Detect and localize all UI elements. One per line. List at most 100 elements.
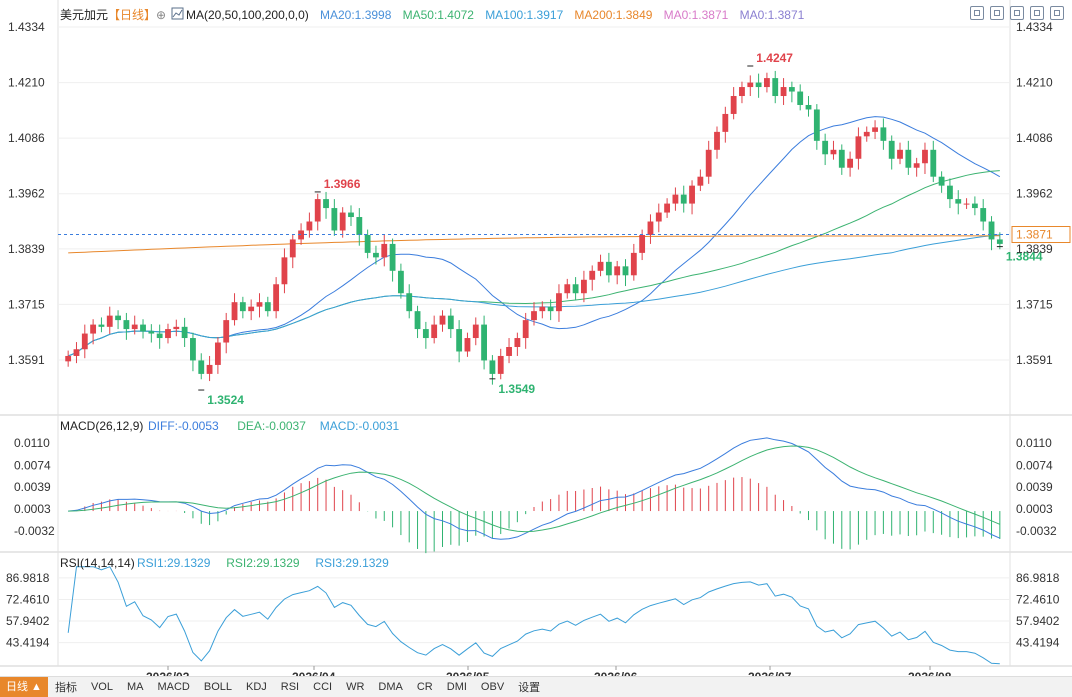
toolbar-item[interactable]: WR [346,681,365,693]
bottom-toolbar: 日线 ▲ 指标 VOL MA MACD BOLL KDJ RSI CCI WR DMA CR DMI OB… [0,676,1072,697]
toolbar-item[interactable]: 指标 [54,682,77,694]
candle-body [314,199,321,222]
x-tick-label: 2026/03 [146,670,190,676]
restore-icon[interactable] [1030,6,1044,20]
candle-body [223,320,230,343]
rsi-tick-right: 43.4194 [1016,636,1060,650]
toolbar-item[interactable]: CCI [313,681,333,693]
rsi-line [67,566,1000,665]
candle-body [772,78,779,97]
current-price-box [1011,226,1071,244]
toolbar-item[interactable]: BOLL [203,681,232,693]
high-annotation: 1.4247 [756,51,793,65]
candle-body [797,91,804,105]
candle-body [497,355,504,374]
candle-body [190,338,196,361]
y-tick-right: 1.3962 [1016,187,1053,201]
toolbar-item[interactable]: CR [416,681,433,693]
rsi-title: RSI(14,14,14) [60,556,135,570]
candle-body [822,140,829,155]
popout-icon[interactable] [1010,6,1024,20]
candle-body [364,234,371,253]
candle-body [264,302,271,312]
macd-panel [68,437,1001,554]
candle-body [198,360,205,374]
candle-body [897,149,903,159]
candle-body [847,158,854,168]
y-tick-left: 1.3962 [8,187,45,201]
candle-body [581,279,587,294]
y-tick-right: 1.3839 [1016,242,1053,256]
macd-values-item: DIFF:-0.0053 [148,419,219,433]
low-annotation: 1.3844 [1006,250,1043,264]
candle-body [464,338,471,352]
rsi-tick-left: 72.4610 [6,592,50,606]
candle-body [181,326,188,339]
candle-body [406,293,413,312]
toolbar-item[interactable]: 设置 [518,682,541,694]
toolbar-item[interactable]: MA [126,681,144,693]
candle-body [456,329,463,352]
rsi-values-item: RSI3:29.1329 [315,556,389,570]
macd-tick-left: 0.0039 [14,480,51,494]
period-label[interactable]: 【日线】 [108,8,156,22]
candle-body [855,136,862,159]
candle-body [813,109,820,141]
ma-values-item: MA20:1.3998 [320,8,392,22]
rsi-values-row: RSI1:29.1329 RSI2:29.1329 RSI3:29.1329 [137,556,389,570]
candle-body [805,104,812,110]
candle-body [680,194,687,204]
candle-body [298,230,304,240]
candle-body [373,252,379,258]
price-annotations: 1.3524 1.3966 1.3549 1.4247 1.3844 [198,51,1043,407]
ma-values-item: MA0:1.3871 [664,8,729,22]
macd-tick-right: 0.0074 [1016,458,1053,472]
toolbar-item[interactable]: OBV [480,681,505,693]
ma-settings-icon[interactable] [171,7,184,20]
toolbar-item[interactable]: VOL [90,681,113,693]
layout-icon[interactable] [970,6,984,20]
y-tick-left: 1.3591 [8,353,45,367]
candle-body [963,203,970,205]
symbol-title: 美元加元 [60,8,108,22]
chart-background [0,0,1072,676]
macd-tick-left: -0.0032 [14,524,55,538]
toolbar-item[interactable]: MACD [157,681,190,693]
candle-body [938,176,945,186]
candle-body [830,149,837,155]
period-toggle-icon[interactable]: ⊕ [156,8,166,22]
fullscreen-icon[interactable] [990,6,1004,20]
candle-body [913,163,920,168]
candle-body [381,243,388,258]
macd-tick-right: 0.0110 [1016,436,1052,450]
rsi-values-item: RSI1:29.1329 [137,556,211,570]
expand-icon[interactable] [1050,6,1064,20]
ma-values-item: MA50:1.4072 [403,8,475,22]
ma-chart-glyph [172,9,183,18]
candle-body [622,266,629,276]
candle-body [614,266,621,276]
candle-body [81,333,88,350]
toolbar-item[interactable]: KDJ [246,681,267,693]
macd-values-item: DEA:-0.0037 [237,419,306,433]
candlestick-series [65,70,1003,385]
candle-body [838,149,845,168]
candle-body [173,326,180,330]
candle-body [522,320,529,339]
toolbar-item[interactable]: RSI [280,681,300,693]
candle-body [131,324,138,330]
candle-body [165,329,171,339]
candle-body [547,306,554,312]
toolbar-item[interactable]: DMI [446,681,467,693]
candle-body [256,302,263,307]
toolbar-item[interactable]: DMA [378,681,403,693]
candle-body [356,217,363,235]
current-price-label: 1.3871 [1016,228,1053,242]
candle-body [655,212,662,222]
candle-body [397,270,404,294]
candle-body [739,87,745,97]
candle-body [722,113,729,132]
candle-body [647,221,654,235]
toolbar-item[interactable]: 日线 ▲ [0,677,48,697]
